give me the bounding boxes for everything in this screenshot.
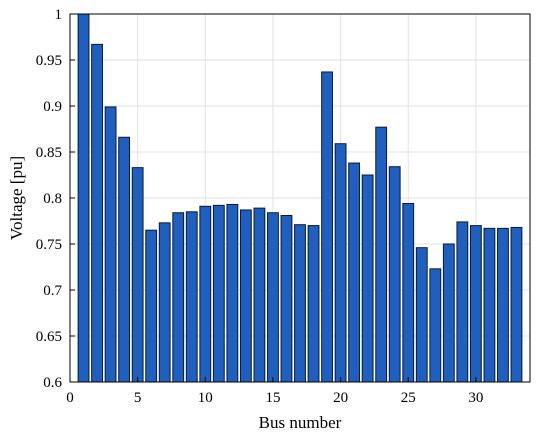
y-tick-label: 0.85 — [36, 145, 62, 161]
bar-bus-30 — [469, 225, 482, 383]
bar-bus-31 — [483, 227, 496, 383]
bar-bus-3 — [104, 106, 117, 383]
x-tick-label: 15 — [265, 390, 280, 406]
bar-bus-8 — [172, 212, 185, 383]
bar-bus-33 — [510, 226, 523, 383]
bar-bus-24 — [388, 166, 401, 383]
x-tick-label: 25 — [401, 390, 416, 406]
bar-bus-28 — [442, 243, 455, 383]
y-tick-label: 0.65 — [36, 329, 62, 345]
bar-bus-7 — [158, 222, 171, 383]
bar-bus-1 — [77, 13, 90, 383]
x-tick-label: 30 — [468, 390, 483, 406]
bar-bus-15 — [267, 212, 279, 383]
x-axis-title: Bus number — [259, 413, 342, 432]
bar-bus-29 — [456, 221, 469, 383]
bar-bus-18 — [307, 225, 320, 383]
bar-bus-26 — [415, 247, 428, 383]
bar-bus-16 — [280, 214, 293, 383]
bar-bus-23 — [375, 126, 388, 383]
bar-bus-32 — [497, 227, 509, 383]
bar-bus-21 — [348, 162, 361, 383]
bar-bus-13 — [239, 209, 252, 383]
y-tick-label: 0.75 — [36, 237, 62, 253]
bar-bus-11 — [212, 204, 225, 383]
y-tick-label: 0.95 — [36, 53, 62, 69]
bar-bus-4 — [118, 136, 131, 383]
x-tick-label: 10 — [198, 390, 213, 406]
bar-bus-17 — [294, 224, 306, 383]
x-tick-label: 0 — [66, 390, 74, 406]
bar-bus-14 — [253, 207, 266, 383]
bar-bus-10 — [199, 205, 212, 383]
bar-bus-20 — [334, 143, 347, 383]
bar-bus-9 — [185, 211, 198, 383]
bar-bus-12 — [226, 203, 239, 383]
y-tick-label: 0.6 — [43, 375, 62, 391]
x-tick-label: 20 — [333, 390, 348, 406]
y-tick-label: 0.9 — [43, 99, 62, 115]
bar-bus-2 — [91, 43, 103, 383]
y-tick-label: 1 — [55, 7, 63, 23]
y-tick-label: 0.8 — [43, 191, 62, 207]
bar-bus-19 — [321, 71, 333, 383]
tick-layer: 0 5 10 15 20 25 30 0.6 0.65 0.7 0.75 0.8 0.85 0.9 0.95… — [36, 7, 484, 406]
bar-bus-22 — [361, 174, 374, 383]
y-axis-title: Voltage [pu] — [7, 156, 26, 240]
bar-bus-5 — [131, 167, 144, 383]
x-tick-label: 5 — [134, 390, 142, 406]
bar-layer — [77, 13, 523, 383]
y-tick-label: 0.7 — [43, 283, 62, 299]
bar-bus-27 — [429, 268, 442, 383]
bar-bus-25 — [402, 203, 415, 383]
bar-bus-6 — [145, 229, 158, 383]
